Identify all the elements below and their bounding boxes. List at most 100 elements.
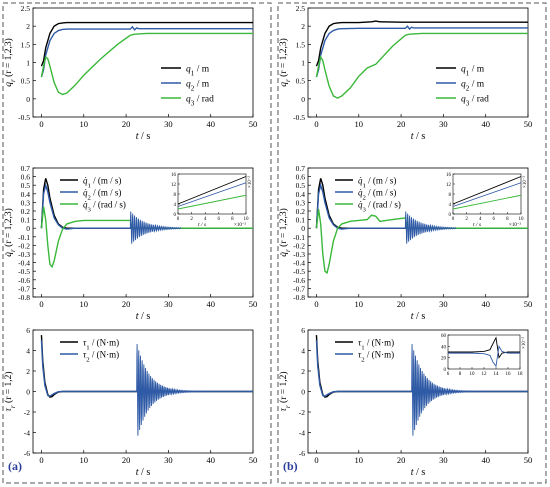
- x-tick-label: 0: [39, 119, 43, 129]
- series-group: [315, 178, 528, 275]
- inset-x-tick-label: 14: [494, 372, 500, 377]
- inset-y-scale: ×10⁻²: [522, 176, 528, 188]
- inset-y-tick-label: 40: [441, 345, 447, 350]
- x-tick-label: 10: [355, 455, 364, 465]
- x-tick-label: 20: [122, 299, 131, 309]
- y-axis-label: qr (r = 1,2,3): [3, 38, 17, 87]
- x-axis-label: t / s: [136, 311, 151, 322]
- y-tick-label: 0.4: [21, 190, 31, 199]
- inset-y-tick-label: 0: [444, 368, 447, 373]
- chart-1: 0 10 20 30 40 50-0.8-0.7-0.6-0.5-0.4-0.3-0.2-…: [3, 164, 257, 322]
- series-line-2: [40, 32, 253, 96]
- inset-x-tick-label: 0: [452, 217, 455, 222]
- y-tick-label: 0.4: [296, 190, 306, 199]
- legend-label-2: q3 / rad: [461, 95, 489, 108]
- y-tick-label: 1.5: [21, 40, 31, 49]
- inset: 0 2 4 6 8 10 0 4 8 12 16 t / s ×10⁻² ×10⁻²: [171, 173, 253, 228]
- y-tick-label: 0: [26, 224, 30, 233]
- x-tick-label: 10: [355, 299, 364, 309]
- x-tick-label: 20: [397, 455, 406, 465]
- y-tick-label: -0.5: [18, 113, 30, 122]
- series-line-0: [315, 20, 528, 67]
- x-tick-label: 30: [439, 455, 448, 465]
- x-tick-label: 10: [355, 119, 364, 129]
- oscillation-burst: [404, 211, 457, 244]
- inset-x-tick-label: 6: [493, 217, 496, 222]
- x-tick-label: 40: [206, 299, 215, 309]
- y-tick-label: 1: [26, 59, 30, 68]
- x-tick-label: 30: [164, 299, 173, 309]
- y-tick-label: 0.5: [21, 181, 31, 190]
- legend-label-1: τ2 / (N·m): [83, 350, 119, 364]
- legend-label-0: q1 / m: [461, 65, 485, 78]
- series-line-1: [315, 340, 528, 397]
- inset-x-tick-label: 10: [519, 217, 525, 222]
- y-tick-label: 2: [26, 367, 30, 376]
- inset-line-2: [452, 194, 522, 210]
- x-tick-label: 50: [524, 119, 533, 129]
- y-tick-label: -6: [299, 449, 305, 458]
- y-tick-label: -0.2: [293, 241, 305, 250]
- y-tick-label: -0.8: [18, 293, 30, 302]
- x-axis-label: t / s: [411, 467, 426, 478]
- legend-label-0: τ1 / (N·m): [358, 338, 394, 352]
- panel-b-label: (b): [283, 459, 298, 473]
- inset-y-scale: ×10⁻²: [521, 337, 527, 349]
- inset-x-tick-label: 6: [447, 372, 450, 377]
- inset-x-tick-label: 8: [231, 217, 234, 222]
- series-line-2: [315, 32, 528, 99]
- x-tick-label: 40: [481, 455, 490, 465]
- inset-x-label: t / s: [473, 222, 481, 228]
- chart-4: 0 10 20 30 40 50-0.8-0.7-0.6-0.5-0.4-0.3-0.2-…: [278, 164, 532, 322]
- inset-y-tick-label: 8: [174, 193, 177, 198]
- inset-line-0: [448, 336, 520, 359]
- y-tick-label: 0.6: [21, 173, 31, 182]
- legend-label-2: q̇3 / (rad / s): [358, 200, 401, 214]
- inset-x-tick-label: 2: [465, 217, 468, 222]
- inset-x-tick-label: 8: [506, 217, 509, 222]
- chart-0: 0 10 20 30 40 50 -0.5 0 0.5 1 1.5 2 2.5 t / s qr (r = …: [3, 4, 257, 142]
- inset-x-tick-label: 18: [518, 372, 524, 377]
- inset-x-tick-label: 8: [459, 372, 462, 377]
- panel-a-label: (a): [8, 459, 22, 473]
- x-tick-label: 40: [206, 455, 215, 465]
- y-axis-label: τr (r = 1,2): [3, 371, 17, 411]
- series-group: [40, 335, 253, 436]
- x-tick-label: 50: [249, 455, 258, 465]
- y-tick-label: 2: [301, 22, 305, 31]
- x-tick-label: 10: [80, 299, 89, 309]
- legend-label-2: q3 / rad: [186, 95, 214, 108]
- y-tick-label: -4: [299, 429, 305, 438]
- inset-x-tick-label: 6: [218, 217, 221, 222]
- y-tick-label: -0.6: [18, 276, 30, 285]
- panel-b-frame: [277, 2, 547, 484]
- y-tick-label: -0.5: [18, 267, 30, 276]
- y-tick-label: 0.7: [21, 164, 31, 173]
- inset-x-scale: ×10⁻²: [234, 222, 246, 228]
- legend-label-1: q̇2 / (m / s): [358, 188, 396, 202]
- inset: 0 2 4 6 8 10 0 4 8 12 16 t / s ×10⁻² ×10⁻²: [446, 173, 528, 228]
- y-tick-label: 0.5: [296, 181, 306, 190]
- inset-line-0: [452, 176, 522, 205]
- y-tick-label: -0.4: [293, 259, 305, 268]
- oscillation-burst: [411, 343, 486, 436]
- y-tick-label: -0.4: [18, 259, 30, 268]
- x-tick-label: 30: [164, 455, 173, 465]
- series-line-2: [40, 206, 253, 269]
- legend-label-0: q̇1 / (m / s): [83, 176, 121, 190]
- x-tick-label: 40: [481, 299, 490, 309]
- y-tick-label: -0.7: [293, 284, 305, 293]
- y-tick-label: 0.5: [21, 77, 31, 86]
- inset: 6 8 10 12 14 16 18 0 20 40 60 ×10⁻²: [441, 334, 527, 377]
- inset-line-2: [177, 194, 247, 210]
- series-group: [315, 20, 528, 99]
- series-group: [315, 335, 528, 436]
- series-line-1: [315, 182, 528, 230]
- x-tick-label: 20: [122, 119, 131, 129]
- y-tick-label: 6: [26, 326, 30, 335]
- y-tick-label: 1: [301, 59, 305, 68]
- x-tick-label: 40: [206, 119, 215, 129]
- y-tick-label: -0.3: [293, 250, 305, 259]
- oscillation-burst: [136, 343, 211, 436]
- legend-label-0: τ1 / (N·m): [83, 338, 119, 352]
